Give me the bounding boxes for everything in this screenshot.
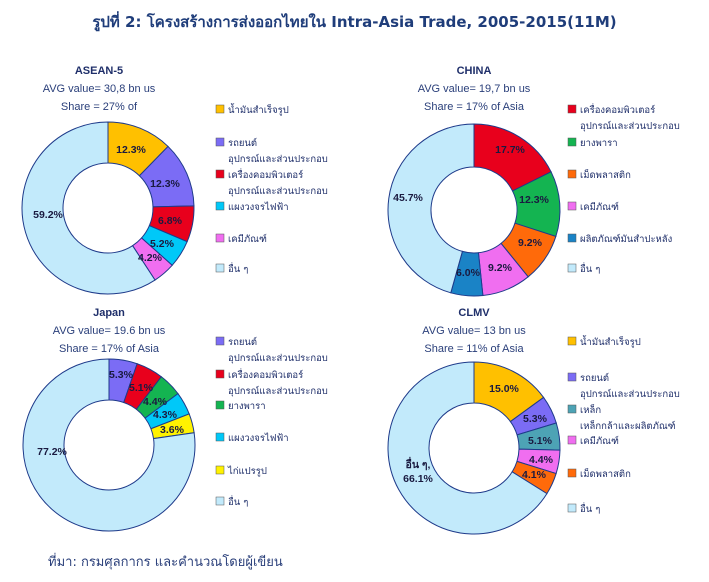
legend-label: แผงวงจรไฟฟ้า [228,201,289,213]
legend-swatch [567,468,577,478]
legend-label: รถยนต์อุปกรณ์และส่วนประกอบ [228,137,328,165]
legend-swatch [567,336,577,346]
legend-label: รถยนต์อุปกรณ์และส่วนประกอบ [580,372,680,400]
slice-data-label: 4.3% [153,409,178,421]
slice-data-label: 6.0% [456,267,481,279]
legend-label: เครื่องคอมพิวเตอร์อุปกรณ์และส่วนประกอบ [228,368,328,397]
chart-panel-1: CHINA AVG value= 19,7 bn us Share = 17% of… [387,65,680,297]
legend-label: อื่น ๆ [580,502,601,515]
slice-data-label: 5.1% [528,435,553,447]
slice-data-label: 12.3% [150,178,180,190]
legend-label: เม็ดพลาสติก [580,467,631,480]
legend-label: แผงวงจรไฟฟ้า [228,432,289,444]
slice-data-label: 5.3% [523,413,548,425]
slice-data-label: 6.8% [158,215,183,227]
legend-label: รถยนต์อุปกรณ์และส่วนประกอบ [228,336,328,364]
legend-label: เม็ดพลาสติก [580,168,631,181]
slice-data-label: 5.2% [150,238,175,250]
slice-data-label: 77.2% [37,446,67,458]
legend-label: ยางพารา [228,401,266,412]
chart-subtitle-share: Share = 17% of Asia [424,101,525,113]
legend-label: เครื่องคอมพิวเตอร์อุปกรณ์และส่วนประกอบ [228,168,328,197]
legend-label: เครื่องคอมพิวเตอร์อุปกรณ์และส่วนประกอบ [580,103,680,132]
chart-subtitle-value: AVG value= 13 bn us [422,325,526,337]
legend-swatch [215,263,225,273]
chart-subtitle-share: Share = 11% of Asia [424,343,524,355]
legend-swatch [567,503,577,513]
legend-swatch [567,137,577,147]
legend-swatch [215,104,225,114]
donut-slice [22,358,196,532]
legend-swatch [567,233,577,243]
slice-data-label: 5.3% [109,369,134,381]
source-note: ที่มา: กรมศุลกากร และคำนวณโดยผู้เขียน [48,555,283,570]
legend-label: เคมีภัณฑ์ [580,435,619,447]
main-title: รูปที่ 2: โครงสร้างการส่งออกไทยใน Intra-… [92,13,617,31]
legend-swatch [567,435,577,445]
legend-swatch [215,169,225,179]
legend-label: อื่น ๆ [228,495,249,508]
slice-data-label: 5.1% [129,382,154,394]
slice-data-label: 45.7% [393,192,423,204]
slice-data-label: 17.7% [495,144,525,156]
slice-data-label: 59.2% [33,209,63,221]
slice-data-label: 9.2% [488,262,513,274]
slice-data-label: 4.4% [529,454,554,466]
legend-label: ไก่แปรรูป [227,465,267,477]
chart-subtitle-value: AVG value= 19.6 bn us [53,325,166,337]
chart-subtitle-share: Share = 17% of Asia [59,343,160,355]
slice-data-label: 4.4% [143,396,168,408]
chart-subtitle-share: Share = 27% of [61,101,138,113]
chart-title: ASEAN-5 [75,65,123,77]
legend-swatch [215,369,225,379]
slice-data-label: 15.0% [489,383,519,395]
legend-label: น้ำมันสำเร็จรูป [228,103,289,116]
legend-swatch [567,169,577,179]
chart-subtitle-value: AVG value= 30,8 bn us [43,83,156,95]
legend-swatch [567,263,577,273]
legend-swatch [567,104,577,114]
legend-swatch [215,465,225,475]
chart-title: CHINA [457,65,492,77]
legend-swatch [567,372,577,382]
slice-data-label: 9.2% [518,237,543,249]
legend-label: เหล็กเหล็กกล้าและผลิตภัณฑ์ [580,403,676,432]
legend-swatch [215,400,225,410]
slice-data-label: อื่น ๆ, 66.1% [403,456,433,485]
slice-data-label: 12.3% [519,194,549,206]
legend-swatch [567,201,577,211]
legend-label: น้ำมันสำเร็จรูป [580,335,641,348]
donut-slice [387,361,548,535]
chart-subtitle-value: AVG value= 19,7 bn us [418,83,531,95]
legend-swatch [215,201,225,211]
chart-title: CLMV [458,307,490,319]
chart-title: Japan [93,307,125,319]
legend-swatch [215,432,225,442]
legend-swatch [215,336,225,346]
legend-label: เคมีภัณฑ์ [580,201,619,213]
legend-label: ยางพารา [580,138,618,149]
slice-data-label: 4.2% [138,252,163,264]
legend-swatch [215,233,225,243]
legend-label: ผลิตภัณฑ์มันสำปะหลัง [580,233,672,245]
legend-label: เคมีภัณฑ์ [228,233,267,245]
slice-data-label: 12.3% [116,144,146,156]
donut-slice [21,121,156,295]
legend-label: อื่น ๆ [228,262,249,275]
chart-panel-2: Japan AVG value= 19.6 bn us Share = 17% of… [22,307,328,532]
legend-swatch [215,137,225,147]
legend-swatch [567,404,577,414]
legend-swatch [215,496,225,506]
legend-label: อื่น ๆ [580,262,601,275]
slice-data-label: 4.1% [522,469,547,481]
donut-slice [387,123,475,294]
chart-panel-3: CLMV AVG value= 13 bn us Share = 11% of As… [387,307,680,535]
chart-panel-0: ASEAN-5 AVG value= 30,8 bn us Share = 27% … [21,65,328,295]
slice-data-label: 3.6% [160,424,185,436]
